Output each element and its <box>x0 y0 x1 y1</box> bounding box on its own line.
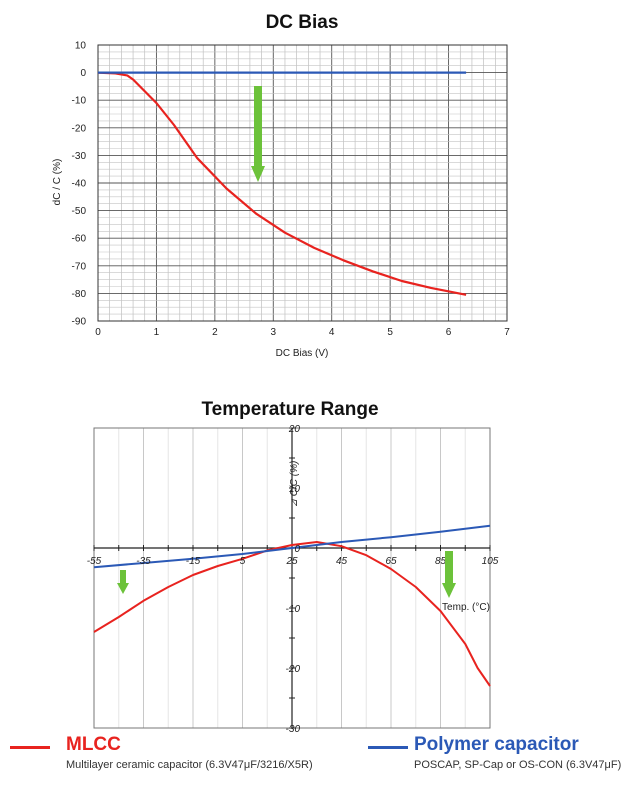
dc-bias-y-tick: -60 <box>72 234 87 245</box>
temperature-y-tick: 0 <box>294 544 300 555</box>
dc-bias-x-tick: 7 <box>504 327 510 338</box>
dc-bias-y-tick: -50 <box>72 206 87 217</box>
legend-mlcc: MLCC Multilayer ceramic capacitor (6.3V4… <box>0 734 320 784</box>
dc-bias-down-arrow <box>251 86 265 182</box>
dc-bias-x-label: DC Bias (V) <box>276 348 329 359</box>
legend-polymer-desc: POSCAP, SP-Cap or OS-CON (6.3V47μF) <box>414 759 622 771</box>
temperature-cold-arrow <box>117 570 129 594</box>
temperature-x-tick: 85 <box>435 556 447 567</box>
temperature-x-tick: 105 <box>482 556 499 567</box>
temperature-x-tick: 45 <box>336 556 348 567</box>
dc-bias-y-tick: -30 <box>72 151 87 162</box>
temperature-y-tick: -10 <box>286 604 301 615</box>
temperature-title: Temperature Range <box>201 399 378 420</box>
temperature-y-tick: -30 <box>286 724 301 735</box>
dc-bias-x-tick: 6 <box>446 327 452 338</box>
temperature-y-tick: 10 <box>289 484 301 495</box>
temperature-x-tick: 25 <box>285 556 298 567</box>
dc-bias-y-tick: -20 <box>72 123 87 134</box>
temperature-series-mlcc <box>93 541 491 687</box>
temperature-x-tick: -55 <box>87 556 102 567</box>
temperature-y-tick: 20 <box>288 424 301 435</box>
legend-mlcc-swatch <box>10 746 50 749</box>
temperature-y-tick: -20 <box>286 664 301 675</box>
temperature-x-tick: -15 <box>186 556 201 567</box>
temperature-x-tick: 65 <box>385 556 397 567</box>
dc-bias-y-tick: -80 <box>72 289 87 300</box>
dc-bias-x-tick: 2 <box>212 327 218 338</box>
dc-bias-y-tick: -10 <box>72 96 87 107</box>
temperature-hot-arrow <box>442 551 456 598</box>
temperature-y-label: ⊿ C/C (%) <box>289 461 300 508</box>
dc-bias-y-tick: -40 <box>72 179 87 190</box>
dc-bias-x-tick: 4 <box>329 327 335 338</box>
temperature-x-label: Temp. (°C) <box>442 602 490 613</box>
legend-polymer-name: Polymer capacitor <box>414 734 579 755</box>
legend-polymer: Polymer capacitor POSCAP, SP-Cap or OS-C… <box>320 734 640 784</box>
dc-bias-y-label: dC / C (%) <box>52 159 63 206</box>
dc-bias-y-tick: -70 <box>72 261 87 272</box>
dc-bias-y-tick: 10 <box>75 41 87 52</box>
dc-bias-x-tick: 1 <box>154 327 160 338</box>
legend-mlcc-name: MLCC <box>66 734 121 755</box>
dc-bias-x-tick: 3 <box>271 327 277 338</box>
temperature-series-polymer <box>93 524 491 569</box>
legend-mlcc-desc: Multilayer ceramic capacitor (6.3V47μF/3… <box>66 759 313 771</box>
dc-bias-y-tick: -90 <box>72 317 87 328</box>
temperature-x-tick: 5 <box>240 556 246 567</box>
dc-bias-plot-frame <box>97 44 508 322</box>
temperature-chart: Temperature Range -55 -35 -15 5 25 45 65 85 105 2… <box>87 399 499 735</box>
dc-bias-chart: DC Bias 0 1 2 3 4 5 6 7 10 0 -10 -20 -30 -40 -50 -60 -70… <box>52 12 510 359</box>
dc-bias-y-tick: 0 <box>80 68 86 79</box>
dc-bias-x-tick: 0 <box>95 327 101 338</box>
dc-bias-series-mlcc <box>97 71 467 296</box>
temperature-x-tick: -35 <box>136 556 151 567</box>
dc-bias-x-tick: 5 <box>387 327 393 338</box>
legend-polymer-swatch <box>368 746 408 749</box>
dc-bias-title: DC Bias <box>266 12 339 33</box>
